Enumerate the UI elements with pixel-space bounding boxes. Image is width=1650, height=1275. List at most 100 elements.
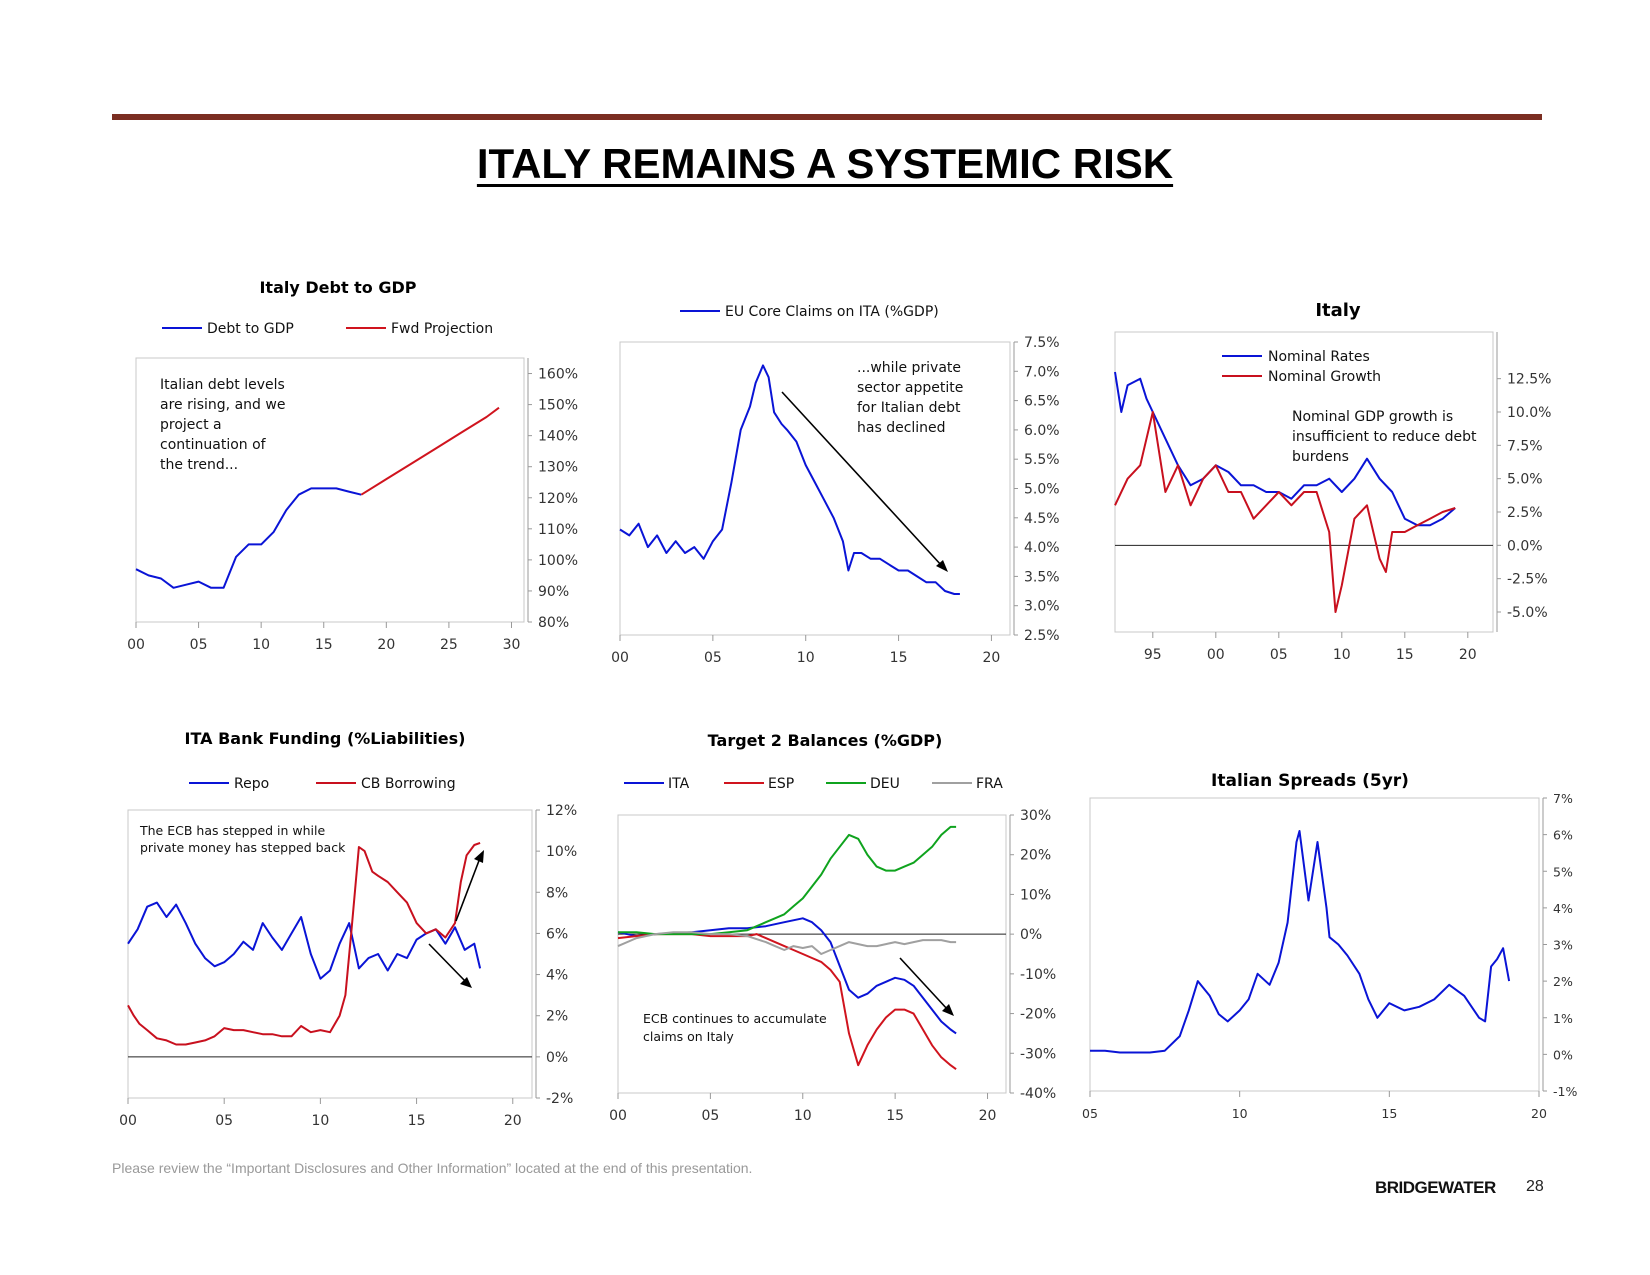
annotation-line-3: for Italian debt bbox=[857, 400, 961, 416]
y-tick-label: 3.5% bbox=[1024, 569, 1060, 585]
annotation-line-3: project a bbox=[160, 417, 222, 433]
x-tick-label: 20 bbox=[979, 1108, 997, 1124]
chart-title: Italy bbox=[1315, 300, 1361, 321]
y-tick-label: -10% bbox=[1020, 967, 1056, 983]
legend-label-debt: Debt to GDP bbox=[207, 321, 294, 337]
x-tick-label: 15 bbox=[886, 1108, 904, 1124]
plot-area: 160% 150% 140% 130% 120% 110% 100% 90% 80% 00 05 10… bbox=[127, 358, 578, 653]
y-tick-label: 6% bbox=[546, 926, 568, 942]
trend-arrow-head bbox=[936, 560, 948, 572]
y-tick-label: 110% bbox=[538, 522, 578, 538]
x-tick-label: 20 bbox=[1459, 647, 1477, 663]
legend-label-rates: Nominal Rates bbox=[1268, 349, 1370, 365]
y-tick-label: 5.5% bbox=[1024, 452, 1060, 468]
y-tick-label: 5.0% bbox=[1024, 482, 1060, 498]
y-tick-label: 4% bbox=[546, 968, 568, 984]
repo-down-arrow-head bbox=[460, 977, 472, 988]
y-tick-label: 90% bbox=[538, 584, 569, 600]
annotation-line-4: has declined bbox=[857, 420, 946, 436]
y-tick-label: 100% bbox=[538, 553, 578, 569]
series-line-esp bbox=[617, 933, 957, 1071]
x-tick-label: 30 bbox=[503, 637, 521, 653]
page-number: 28 bbox=[1526, 1178, 1544, 1195]
series-line-fra bbox=[617, 931, 957, 955]
y-tick-label: 12% bbox=[546, 803, 577, 819]
trend-arrow bbox=[899, 957, 949, 1011]
y-tick-label: -30% bbox=[1020, 1046, 1056, 1062]
y-tick-label: 4% bbox=[1553, 901, 1573, 916]
x-tick-label: 25 bbox=[440, 637, 458, 653]
legend-label-deu: DEU bbox=[870, 776, 900, 792]
x-tick-label: 15 bbox=[1381, 1106, 1397, 1121]
annotation-line-3: burdens bbox=[1292, 449, 1349, 465]
series-line-ita bbox=[617, 917, 957, 1035]
annotation-line-2: sector appetite bbox=[857, 380, 963, 396]
legend-label-esp: ESP bbox=[768, 776, 794, 792]
y-tick-label: 30% bbox=[1020, 808, 1051, 824]
x-tick-label: 00 bbox=[1207, 647, 1225, 663]
y-tick-label: 1% bbox=[1553, 1011, 1573, 1026]
annotation-line-1: ...while private bbox=[857, 360, 961, 376]
top-divider-bar bbox=[112, 114, 1542, 120]
plot-area: 12% 10% 8% 6% 4% 2% 0% -2% 00 05 10 15 20 bbox=[119, 803, 577, 1129]
page-title: ITALY REMAINS A SYSTEMIC RISK bbox=[0, 140, 1650, 188]
y-tick-label: 120% bbox=[538, 491, 578, 507]
plot-area: 30% 20% 10% 0% -10% -20% -30% -40% 00 05 10 15 20 bbox=[609, 808, 1056, 1124]
cb-up-arrow-head bbox=[474, 850, 484, 863]
y-tick-label: 8% bbox=[546, 885, 568, 901]
y-tick-label: 4.5% bbox=[1024, 511, 1060, 527]
y-tick-label: 160% bbox=[538, 367, 578, 383]
x-tick-label: 10 bbox=[252, 637, 270, 653]
x-tick-label: 20 bbox=[504, 1113, 522, 1129]
y-tick-label: 150% bbox=[538, 398, 578, 414]
legend-label-repo: Repo bbox=[234, 776, 269, 792]
legend-label-ita: ITA bbox=[668, 776, 690, 792]
y-tick-label: 130% bbox=[538, 460, 578, 476]
series-line-fwd-projection bbox=[360, 406, 500, 496]
x-tick-label: 00 bbox=[119, 1113, 137, 1129]
x-tick-label: 10 bbox=[311, 1113, 329, 1129]
y-tick-label: 0% bbox=[546, 1050, 568, 1066]
plot-frame bbox=[127, 809, 533, 1099]
y-tick-label: 6% bbox=[1553, 828, 1573, 843]
x-tick-label: 00 bbox=[611, 650, 629, 666]
repo-down-arrow bbox=[428, 943, 467, 983]
series-line-debt-to-gdp bbox=[135, 487, 362, 589]
y-tick-label: 5% bbox=[1553, 864, 1573, 879]
trend-arrow bbox=[781, 391, 943, 567]
y-tick-label: 5.0% bbox=[1507, 472, 1543, 488]
plot-area: 7.5% 7.0% 6.5% 6.0% 5.5% 5.0% 4.5% 4.0% 3.5% 3.0%… bbox=[611, 335, 1059, 666]
y-tick-label: 2.5% bbox=[1024, 628, 1060, 644]
y-tick-label: 0.0% bbox=[1507, 538, 1543, 554]
y-tick-label: 7.5% bbox=[1507, 438, 1543, 454]
y-tick-label: 10.0% bbox=[1507, 405, 1551, 421]
y-tick-label: 6.5% bbox=[1024, 394, 1060, 410]
y-tick-label: 4.0% bbox=[1024, 540, 1060, 556]
x-tick-label: 05 bbox=[190, 637, 208, 653]
y-tick-label: -2% bbox=[546, 1091, 573, 1107]
x-tick-label: 05 bbox=[1270, 647, 1288, 663]
plot-frame bbox=[1114, 331, 1494, 633]
x-tick-label: 05 bbox=[1082, 1106, 1098, 1121]
y-tick-label: 7.0% bbox=[1024, 364, 1060, 380]
y-tick-label: 3% bbox=[1553, 938, 1573, 953]
x-tick-label: 05 bbox=[704, 650, 722, 666]
x-tick-label: 20 bbox=[983, 650, 1001, 666]
annotation-line-2: private money has stepped back bbox=[140, 840, 346, 855]
legend-label-growth: Nominal Growth bbox=[1268, 369, 1381, 385]
x-tick-label: 20 bbox=[377, 637, 395, 653]
x-tick-label: 00 bbox=[127, 637, 145, 653]
y-tick-label: 80% bbox=[538, 615, 569, 631]
series-line-italian-spreads-5yr bbox=[1090, 830, 1511, 1054]
disclaimer-text: Please review the “Important Disclosures… bbox=[112, 1160, 753, 1176]
y-tick-label: 2.5% bbox=[1507, 505, 1543, 521]
x-tick-label: 10 bbox=[797, 650, 815, 666]
y-tick-label: 0% bbox=[1553, 1047, 1573, 1062]
y-tick-label: 12.5% bbox=[1507, 372, 1551, 388]
y-tick-label: 140% bbox=[538, 429, 578, 445]
